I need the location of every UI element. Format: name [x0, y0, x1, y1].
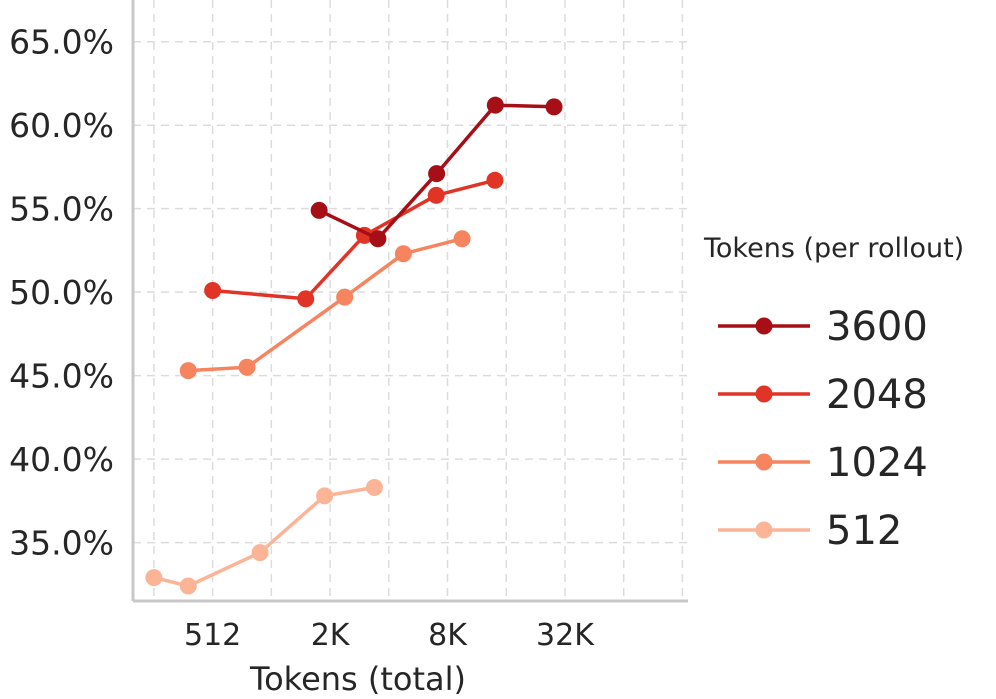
y-tick-label: 55.0% — [9, 190, 114, 229]
legend-marker — [755, 385, 773, 403]
data-point — [486, 171, 504, 189]
data-point — [204, 281, 222, 299]
legend: Tokens (per rollout) 3600 2048 1024 512 — [703, 233, 964, 554]
data-point — [428, 165, 446, 183]
series-3600 — [310, 96, 563, 248]
y-tick-label: 45.0% — [9, 357, 114, 396]
x-tick-label: 8K — [428, 618, 468, 653]
data-point — [336, 288, 354, 306]
data-point — [145, 569, 163, 587]
data-point — [238, 358, 256, 376]
series-line — [188, 237, 463, 373]
x-tick-label: 2K — [311, 618, 351, 653]
y-tick-label: 50.0% — [9, 273, 114, 312]
legend-item-512: 512 — [718, 508, 902, 554]
data-point — [369, 230, 387, 248]
series-line — [153, 485, 375, 588]
series-group — [145, 96, 563, 595]
legend-marker — [755, 521, 773, 539]
y-tick-label: 65.0% — [9, 23, 114, 62]
legend-label: 3600 — [826, 304, 928, 350]
grid-lines — [133, 0, 688, 601]
legend-label: 2048 — [826, 372, 928, 418]
series-1024 — [179, 230, 471, 380]
legend-label: 1024 — [826, 440, 928, 486]
data-point — [427, 186, 445, 204]
legend-marker — [755, 317, 773, 335]
axes — [131, 0, 688, 603]
y-tick-label: 60.0% — [9, 106, 114, 145]
x-tick-label: 512 — [184, 618, 241, 653]
series-512 — [145, 478, 383, 595]
y-tick-labels: 35.0% 40.0% 45.0% 50.0% 55.0% 60.0% 65.0% — [9, 23, 114, 563]
data-point — [251, 544, 269, 562]
legend-title: Tokens (per rollout) — [703, 233, 964, 264]
data-point — [316, 487, 334, 505]
series-2048 — [204, 171, 504, 308]
x-tick-labels: 512 2K 8K 32K — [184, 618, 595, 653]
y-tick-label: 40.0% — [9, 440, 114, 479]
data-point — [179, 577, 197, 595]
legend-item-3600: 3600 — [718, 304, 928, 350]
y-tick-label: 35.0% — [9, 524, 114, 563]
legend-label: 512 — [826, 508, 902, 554]
data-point — [394, 245, 412, 263]
data-point — [297, 290, 315, 308]
data-point — [365, 478, 383, 496]
data-point — [179, 362, 197, 380]
data-point — [453, 230, 471, 248]
data-point — [545, 98, 563, 116]
data-point — [310, 201, 328, 219]
legend-marker — [755, 453, 773, 471]
legend-item-1024: 1024 — [718, 440, 928, 486]
x-tick-label: 32K — [536, 618, 595, 653]
x-axis-label: Tokens (total) — [249, 660, 466, 698]
data-point — [486, 96, 504, 114]
legend-item-2048: 2048 — [718, 372, 928, 418]
